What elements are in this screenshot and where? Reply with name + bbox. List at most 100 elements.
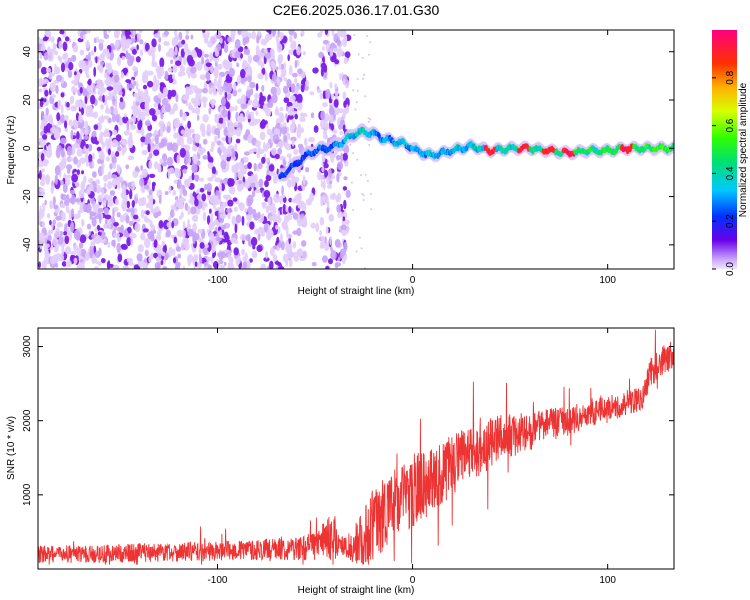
noise-speckle xyxy=(207,151,210,156)
noise-speckle xyxy=(66,194,70,202)
noise-speckle xyxy=(204,34,208,43)
noise-speckle xyxy=(90,241,93,247)
noise-speckle xyxy=(219,213,227,219)
noise-speckle xyxy=(258,162,263,170)
y-tick-label: 20 xyxy=(22,94,33,106)
noise-speckle xyxy=(66,164,73,170)
x-tick-label: 100 xyxy=(599,575,616,586)
noise-speckle xyxy=(301,30,305,36)
noise-speckle xyxy=(153,229,156,234)
noise-speckle xyxy=(336,39,342,47)
noise-speckle xyxy=(109,163,113,170)
noise-speckle xyxy=(218,192,221,200)
noise-speckle xyxy=(191,215,198,222)
noise-speckle xyxy=(182,112,187,121)
noise-speckle xyxy=(234,39,241,49)
noise-speckle xyxy=(256,151,261,159)
noise-speckle xyxy=(256,245,263,252)
noise-speckle xyxy=(282,203,286,212)
noise-speckle xyxy=(345,189,351,199)
noise-speckle xyxy=(251,147,259,153)
page-title: C2E6.2025.036.17.01.G30 xyxy=(272,2,440,18)
noise-speckle xyxy=(158,43,161,52)
noise-speckle xyxy=(283,85,289,94)
noise-speckle xyxy=(113,232,120,238)
noise-speckle xyxy=(300,84,305,93)
snr-series-line xyxy=(38,329,674,565)
noise-speckle xyxy=(144,100,150,111)
noise-speckle xyxy=(173,179,179,185)
noise-speckle xyxy=(202,138,208,145)
noise-speckle xyxy=(92,111,99,119)
noise-speckle xyxy=(55,227,61,238)
colorbar-ticks: 0.0 0.2 0.4 0.6 0.8 xyxy=(712,70,736,276)
noise-speckle xyxy=(250,236,258,247)
noise-speckle xyxy=(260,38,268,46)
noise-speckle xyxy=(80,107,85,116)
noise-speckle xyxy=(136,253,143,262)
noise-speckle xyxy=(126,257,134,263)
noise-speckle xyxy=(53,50,59,56)
noise-speckle xyxy=(73,78,78,87)
noise-speckle xyxy=(294,113,299,120)
noise-speckle xyxy=(311,262,317,267)
noise-speckle xyxy=(161,138,168,147)
noise-speckle xyxy=(40,152,45,162)
noise-speckle xyxy=(53,204,59,210)
noise-speckle xyxy=(227,199,234,207)
noise-speckle xyxy=(243,48,248,55)
noise-speckle xyxy=(175,168,182,179)
snr-y-ticks: 1000 2000 3000 xyxy=(22,335,674,506)
noise-speckle xyxy=(320,62,327,69)
noise-speckle xyxy=(62,41,68,52)
noise-speckle xyxy=(190,243,194,248)
noise-speckle xyxy=(142,84,148,90)
noise-speckle xyxy=(219,37,223,44)
noise-speckle xyxy=(210,85,217,93)
noise-speckle xyxy=(328,106,335,116)
noise-speckle xyxy=(121,184,126,194)
noise-speckle xyxy=(40,66,48,75)
noise-speckle xyxy=(82,34,86,40)
noise-speckle xyxy=(95,36,100,43)
noise-speckle xyxy=(184,144,191,152)
noise-speckle xyxy=(189,192,193,202)
noise-speckle xyxy=(84,120,88,130)
noise-speckle xyxy=(245,67,253,76)
noise-speckle xyxy=(205,71,210,80)
noise-speckle xyxy=(41,110,44,121)
noise-speckle xyxy=(330,123,334,131)
noise-speckle xyxy=(77,71,81,79)
noise-speckle xyxy=(88,230,92,237)
noise-speckle xyxy=(158,120,165,128)
noise-speckle xyxy=(107,223,111,229)
noise-speckle xyxy=(185,30,190,36)
noise-speckle xyxy=(50,127,56,134)
noise-speckle xyxy=(367,117,370,120)
noise-speckle xyxy=(66,101,70,108)
noise-speckle xyxy=(257,211,261,219)
noise-speckle xyxy=(227,36,232,43)
noise-speckle xyxy=(172,103,179,112)
noise-speckle xyxy=(219,251,226,259)
noise-speckle xyxy=(337,30,342,38)
noise-speckle xyxy=(71,54,77,62)
noise-speckle xyxy=(119,97,124,103)
noise-speckle xyxy=(85,189,91,195)
noise-speckle xyxy=(170,59,174,64)
noise-speckle xyxy=(261,84,265,92)
noise-speckle xyxy=(73,119,79,130)
noise-speckle xyxy=(54,165,61,176)
noise-speckle xyxy=(210,212,214,222)
noise-speckle xyxy=(245,89,251,99)
noise-speckle xyxy=(266,228,274,237)
noise-speckle xyxy=(173,236,178,244)
noise-speckle xyxy=(236,115,244,123)
noise-speckle xyxy=(334,94,339,100)
noise-speckle xyxy=(188,102,192,109)
noise-speckle xyxy=(167,89,173,100)
noise-speckle xyxy=(286,101,293,108)
noise-speckle xyxy=(235,240,238,245)
noise-speckle xyxy=(251,250,258,259)
noise-speckle xyxy=(144,249,149,257)
